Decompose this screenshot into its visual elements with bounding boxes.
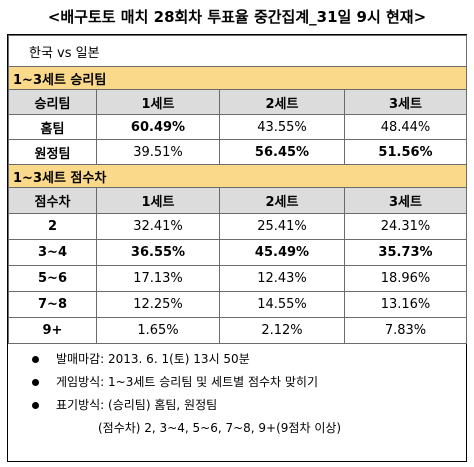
notes-list: 발매마감: 2013. 6. 1(토) 13시 50분 게임방식: 1~3세트 … [8, 344, 466, 440]
table-header-row: 점수차 1세트 2세트 3세트 [8, 187, 468, 214]
table-cell: 32.41% [96, 213, 220, 240]
page-title: <배구토토 매치 28회차 투표율 중간집계_31일 9시 현재> [47, 8, 427, 26]
column-header: 2세트 [219, 89, 345, 115]
table-row: 홈팀 60.49% 43.55% 48.44% [8, 114, 468, 140]
list-item: (점수차) 2, 3~4, 5~6, 7~8, 9+(9점차 이상) [34, 417, 466, 440]
table-row: 9+ 1.65% 2.12% 7.83% [8, 317, 468, 344]
column-header: 3세트 [343, 89, 468, 115]
section-title: 1~3세트 점수차 [7, 164, 468, 188]
table-cell: 51.56% [343, 139, 468, 165]
note-text: 게임방식: 1~3세트 승리팀 및 세트별 점수차 맞히기 [56, 375, 319, 389]
table-row: 7~8 12.25% 14.55% 13.16% [8, 291, 468, 318]
bullet-icon [32, 356, 39, 363]
table-cell: 45.49% [219, 239, 345, 266]
table-cell: 24.31% [343, 213, 468, 240]
table-cell: 2.12% [219, 317, 345, 344]
column-header: 1세트 [96, 187, 220, 214]
table-cell: 36.55% [96, 239, 220, 266]
vote-table: 한국 vs 일본 1~3세트 승리팀 승리팀 1세트 2세트 3세트 홈팀 60… [7, 35, 468, 344]
bullet-icon [32, 379, 39, 386]
table-cell: 14.55% [219, 291, 345, 318]
section-header: 1~3세트 승리팀 [7, 66, 468, 90]
note-text: 표기방식: (승리팀) 홈팀, 원정팀 [56, 398, 218, 412]
column-header: 점수차 [8, 187, 97, 214]
table-cell: 25.41% [219, 213, 345, 240]
note-subtext: (점수차) 2, 3~4, 5~6, 7~8, 9+(9점차 이상) [98, 421, 342, 435]
bullet-icon [32, 402, 39, 409]
section-title: 1~3세트 승리팀 [7, 66, 468, 90]
row-label: 원정팀 [8, 139, 97, 165]
list-item: 게임방식: 1~3세트 승리팀 및 세트별 점수차 맞히기 [32, 371, 466, 394]
table-cell: 56.45% [219, 139, 345, 165]
table-cell: 35.73% [343, 239, 468, 266]
note-text: 발매마감: 2013. 6. 1(토) 13시 50분 [56, 352, 250, 366]
table-cell: 18.96% [343, 265, 468, 292]
results-panel: 한국 vs 일본 1~3세트 승리팀 승리팀 1세트 2세트 3세트 홈팀 60… [7, 34, 468, 462]
table-row: 3~4 36.55% 45.49% 35.73% [8, 239, 468, 266]
table-cell: 1.65% [96, 317, 220, 344]
table-row: 2 32.41% 25.41% 24.31% [8, 213, 468, 240]
column-header: 2세트 [219, 187, 345, 214]
column-header: 3세트 [343, 187, 468, 214]
table-cell: 17.13% [96, 265, 220, 292]
table-cell: 43.55% [219, 114, 345, 140]
match-label: 한국 vs 일본 [7, 35, 468, 67]
column-header: 승리팀 [8, 89, 97, 115]
row-label: 3~4 [8, 239, 97, 266]
table-header-row: 승리팀 1세트 2세트 3세트 [8, 89, 468, 115]
match-row: 한국 vs 일본 [7, 35, 468, 67]
row-label: 7~8 [8, 291, 97, 318]
table-cell: 39.51% [96, 139, 220, 165]
table-cell: 12.25% [96, 291, 220, 318]
table-cell: 7.83% [343, 317, 468, 344]
table-cell: 13.16% [343, 291, 468, 318]
row-label: 5~6 [8, 265, 97, 292]
section-header: 1~3세트 점수차 [7, 164, 468, 188]
row-label: 홈팀 [8, 114, 97, 140]
row-label: 9+ [8, 317, 97, 344]
column-header: 1세트 [96, 89, 220, 115]
table-cell: 48.44% [343, 114, 468, 140]
row-label: 2 [8, 213, 97, 240]
table-row: 5~6 17.13% 12.43% 18.96% [8, 265, 468, 292]
table-row: 원정팀 39.51% 56.45% 51.56% [8, 139, 468, 165]
list-item: 발매마감: 2013. 6. 1(토) 13시 50분 [32, 348, 466, 371]
table-cell: 60.49% [96, 114, 220, 140]
table-cell: 12.43% [219, 265, 345, 292]
list-item: 표기방식: (승리팀) 홈팀, 원정팀 [32, 394, 466, 417]
